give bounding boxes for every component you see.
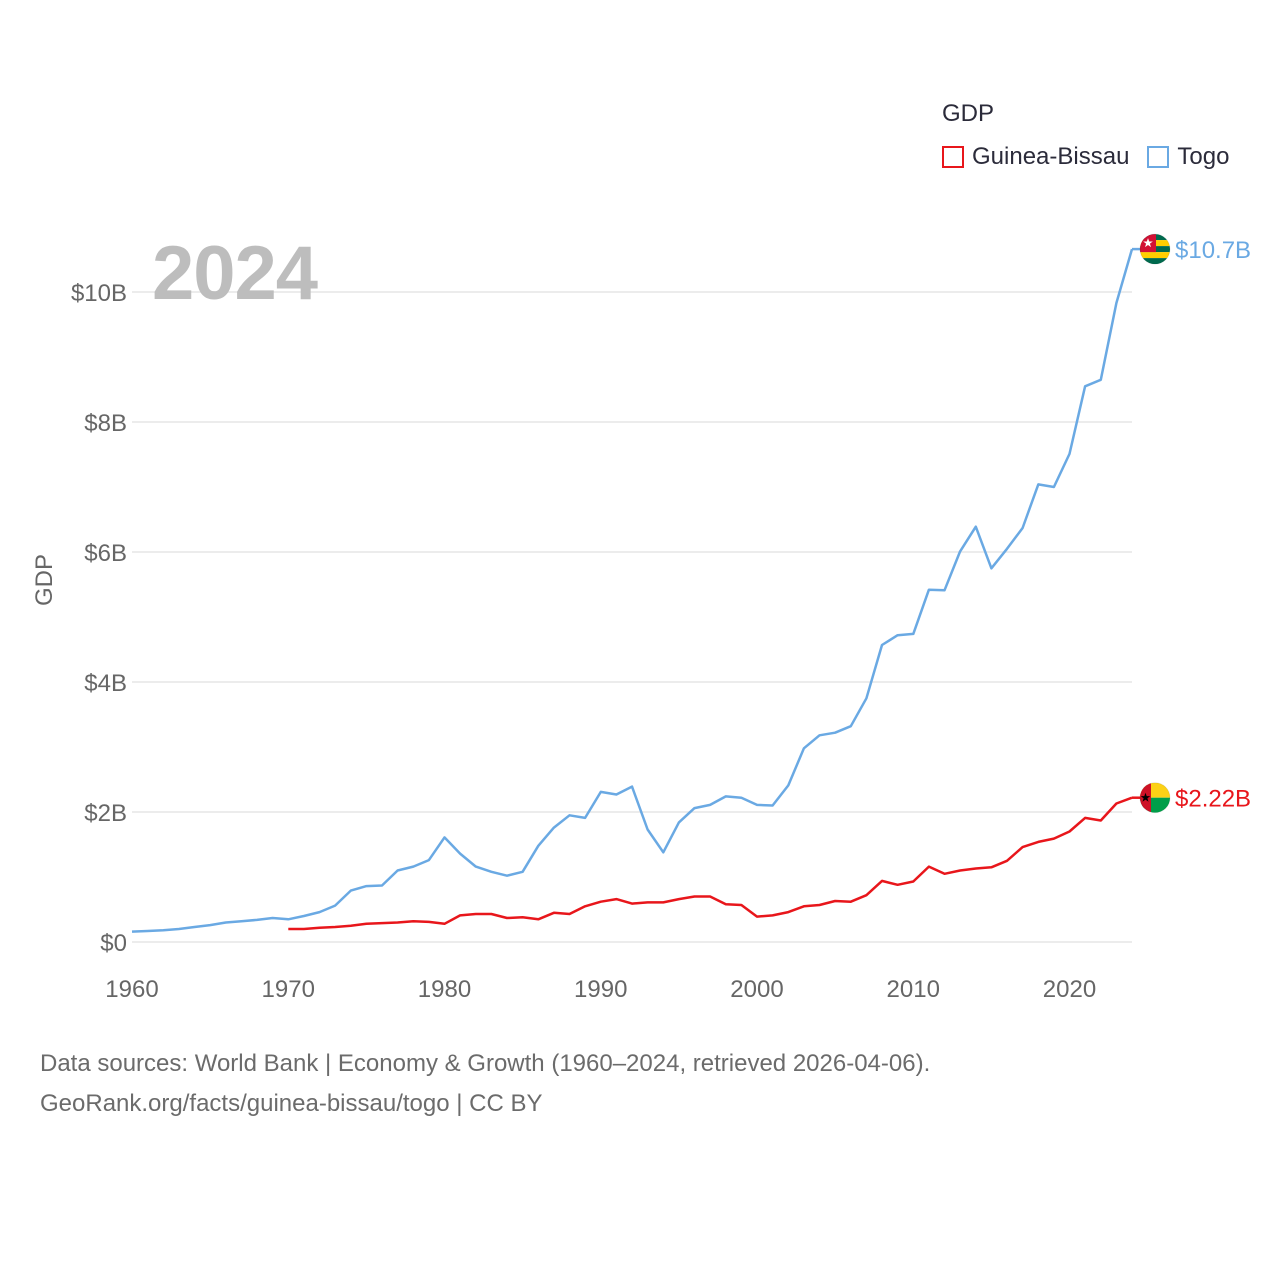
y-tick-label: $0 — [100, 930, 127, 957]
y-tick-label: $4B — [84, 670, 127, 697]
x-tick-label: 1990 — [574, 976, 627, 1003]
legend-label-guinea-bissau: Guinea-Bissau — [972, 143, 1130, 170]
series-line-togo — [131, 248, 1134, 933]
y-tick-label: $2B — [84, 800, 127, 827]
x-tick-label: 2010 — [887, 976, 940, 1003]
series-line-guinea-bissau — [288, 796, 1133, 931]
y-axis-label: GDP — [31, 554, 58, 606]
series-lines — [131, 248, 1134, 933]
source-line-2: GeoRank.org/facts/guinea-bissau/togo | C… — [40, 1090, 543, 1117]
y-tick-label: $8B — [84, 410, 127, 437]
x-tick-label: 1970 — [262, 976, 315, 1003]
gridlines — [132, 291, 1132, 943]
end-markers: $10.7B $2.22B — [1132, 233, 1251, 814]
togo-flag-icon — [1139, 233, 1171, 265]
legend-label-togo: Togo — [1177, 143, 1230, 170]
legend-swatch-guinea-bissau — [942, 146, 964, 168]
y-tick-label: $10B — [71, 280, 127, 307]
legend-title: GDP — [942, 100, 995, 127]
y-axis-ticks: $0 $2B $4B $6B $8B $10B — [71, 280, 127, 957]
legend-item-togo[interactable]: Togo — [1147, 143, 1229, 171]
y-tick-label: $6B — [84, 540, 127, 567]
legend-swatch-togo — [1147, 146, 1170, 168]
source-line-1: Data sources: World Bank | Economy & Gro… — [40, 1050, 931, 1077]
legend-item-guinea-bissau[interactable]: Guinea-Bissau — [942, 143, 1129, 171]
x-tick-label: 2000 — [730, 976, 783, 1003]
end-value-label-togo: $10.7B — [1175, 237, 1251, 264]
x-axis-ticks: 1960 1970 1980 1990 2000 2010 2020 — [105, 976, 1096, 1003]
source-note: Data sources: World Bank | Economy & Gro… — [40, 1044, 930, 1124]
guinea-bissau-flag-icon — [1139, 782, 1171, 814]
x-tick-label: 1980 — [418, 976, 471, 1003]
end-value-label-guinea-bissau: $2.22B — [1175, 786, 1251, 813]
legend: Guinea-Bissau Togo — [942, 143, 1247, 171]
x-tick-label: 2020 — [1043, 976, 1096, 1003]
x-tick-label: 1960 — [105, 976, 158, 1003]
current-year-label: 2024 — [152, 231, 318, 316]
